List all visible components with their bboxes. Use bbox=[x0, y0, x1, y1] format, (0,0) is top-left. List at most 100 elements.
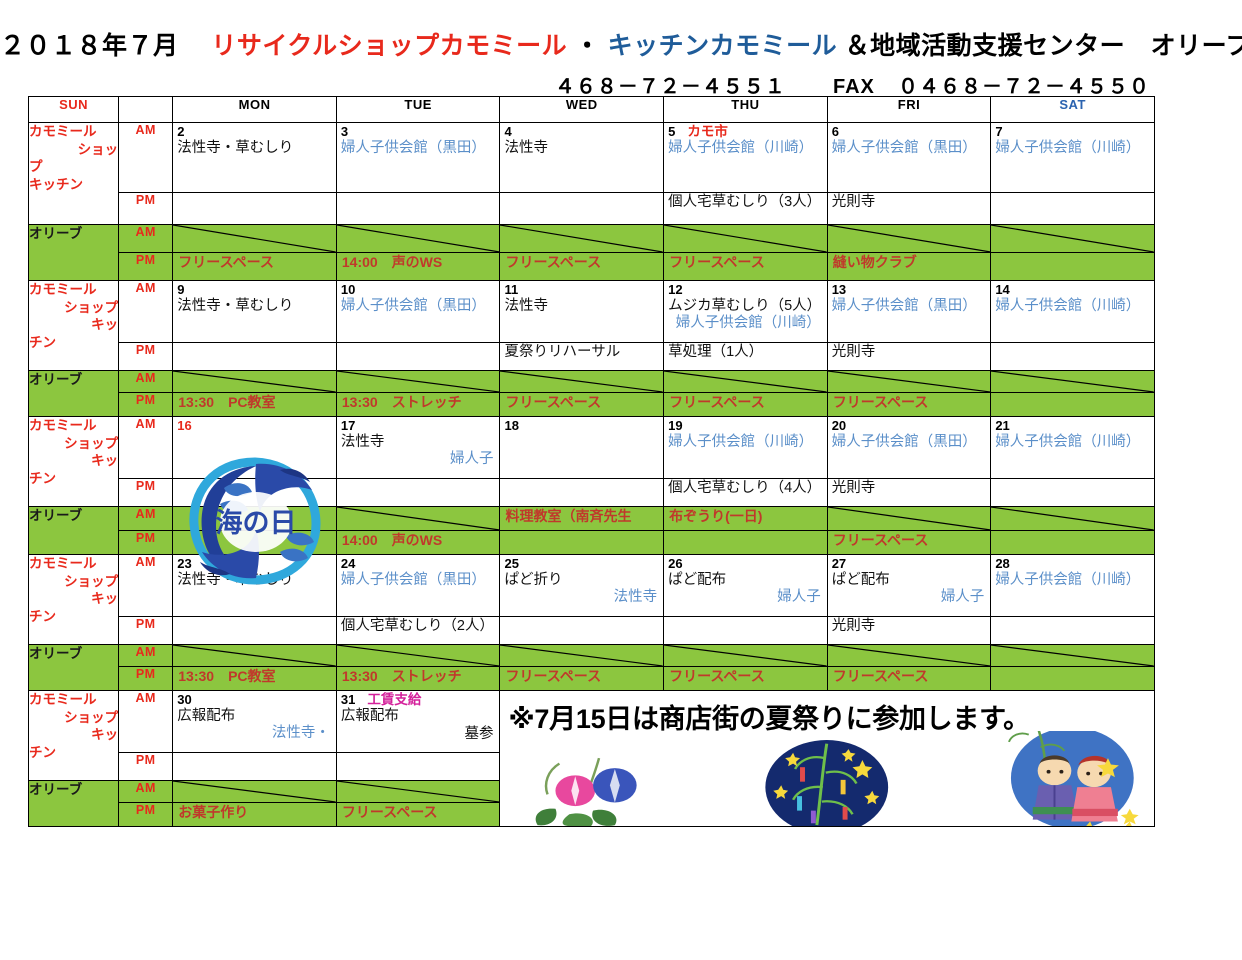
day-number-value: 18 bbox=[504, 418, 519, 433]
event-am-line: 法性寺・ bbox=[271, 725, 330, 742]
day-cell-pm: 光則寺 bbox=[826, 478, 992, 507]
day-cell: 2 法性寺・草むしり bbox=[172, 122, 337, 193]
day-cell: 14 婦人子供会館（川崎） bbox=[990, 280, 1155, 343]
olive-event: フリースペース bbox=[501, 668, 663, 685]
fax-number: ０４６８－７２－４５５０ bbox=[898, 76, 1150, 98]
olive-am-cell bbox=[990, 224, 1155, 253]
day-number: 17 bbox=[337, 418, 499, 434]
morning-glory-icon bbox=[536, 757, 638, 826]
olive-pm-cell: フリースペース bbox=[826, 666, 992, 691]
row-label-kamomille: カモミールショップキッチン bbox=[27, 280, 120, 371]
event-am-line: 広報配布 bbox=[340, 708, 399, 725]
olive-pm-cell: 13:30 ストレッチ bbox=[335, 666, 501, 691]
festival-artwork bbox=[501, 717, 1154, 826]
row-label-line: ショッ bbox=[77, 141, 119, 157]
event-am-line: 婦人子供会館（川崎） bbox=[995, 297, 1141, 314]
olive-event-label: フリースペース bbox=[669, 394, 765, 410]
row-marker-olive-am: AM bbox=[118, 780, 174, 803]
event-pm-line: 夏祭りリハーサル bbox=[504, 344, 621, 360]
yukata-children-icon bbox=[1008, 717, 1140, 826]
olive-event-label: フリースペース bbox=[669, 668, 765, 684]
olive-pm-cell: 14:00 声のWS bbox=[335, 530, 501, 555]
day-number: 19 bbox=[665, 418, 827, 434]
row-label-line: ショップ bbox=[64, 435, 119, 451]
col-header-sun: SUN bbox=[27, 96, 120, 123]
row-label-olive: オリーブ bbox=[27, 780, 120, 827]
diagonal-slash bbox=[337, 507, 500, 530]
day-number: 24 bbox=[337, 556, 499, 572]
row-label-line: キッ bbox=[91, 591, 119, 607]
day-cell: 28 婦人子供会館（川崎） bbox=[990, 554, 1155, 617]
event-pm-line: 草処理（1人） bbox=[668, 344, 764, 360]
olive-am-cell bbox=[335, 780, 501, 803]
fax-label: FAX bbox=[832, 76, 875, 98]
olive-event: お菓子作り bbox=[174, 804, 336, 821]
week-olive-am-row: オリーブ AM bbox=[27, 644, 1155, 691]
row-label-olive: オリーブ bbox=[27, 370, 120, 417]
day-cell-pm bbox=[172, 478, 337, 507]
event-pm-line: 個人宅草むしり（2人） bbox=[340, 618, 494, 634]
event-am-line: ぱど配布 bbox=[668, 571, 727, 588]
title-org-kitchen: キッチンカモミール bbox=[607, 32, 838, 60]
day-number-value: 17 bbox=[340, 418, 356, 433]
olive-pm-cell: フリースペース bbox=[826, 392, 992, 417]
title-separator: ・ bbox=[574, 32, 601, 60]
row-label-kamomille: カモミールショップキッチン bbox=[27, 122, 120, 225]
row-marker-olive-pm: PM bbox=[118, 666, 174, 691]
week-olive-pm-row: PM フリースペース 14:00 声のWS フリースペース フリースペース 縫い物クラブ bbox=[29, 252, 1155, 281]
olive-pm-cell: フリースペース bbox=[663, 392, 828, 417]
week-am-row: カモミール ショップ キッ チン AM 16 17 法性寺 婦人子 18 19 婦人子供会館（川崎） 2… bbox=[27, 416, 1155, 507]
olive-am-cell bbox=[335, 370, 501, 393]
olive-event-label: フリースペース bbox=[669, 254, 765, 270]
day-cell: 4 法性寺 bbox=[499, 122, 665, 193]
row-label-line: チン bbox=[29, 608, 56, 624]
day-number: 16 bbox=[174, 418, 336, 434]
diagonal-slash bbox=[173, 781, 336, 802]
row-label-olive: オリーブ bbox=[27, 506, 120, 555]
event-am-line: 法性寺・草むしり bbox=[177, 571, 294, 588]
day-number-value: 9 bbox=[177, 282, 185, 297]
day-cell: 30 広報配布 法性寺・ bbox=[172, 690, 337, 753]
row-label-line: カモミール bbox=[29, 418, 97, 433]
event-am-line: 婦人子供会館（川崎） bbox=[668, 433, 814, 450]
day-number: 30 bbox=[174, 692, 336, 708]
day-cell-pm bbox=[990, 616, 1155, 645]
week-olive-pm-row: PM お菓子作り フリースペース bbox=[29, 802, 1155, 827]
day-cell-pm bbox=[499, 478, 665, 507]
day-tag: カモ市 bbox=[687, 124, 728, 139]
olive-pm-cell bbox=[172, 530, 337, 555]
day-number-value: 31 bbox=[340, 692, 356, 707]
olive-pm-cell: フリースペース bbox=[172, 252, 337, 281]
week-olive-pm-row: PM 13:30 PC教室 13:30 ストレッチ フリースペース フリースペース フリースペ… bbox=[29, 666, 1155, 691]
day-cell: 3 婦人子供会館（黒田） bbox=[335, 122, 501, 193]
row-label-line: カモミール bbox=[29, 556, 97, 571]
day-number: 21 bbox=[992, 418, 1154, 434]
day-cell: 9 法性寺・草むしり bbox=[172, 280, 337, 343]
event-am-line: 婦人子供会館（黒田） bbox=[340, 139, 486, 156]
event-am-line: ぱど折り bbox=[504, 571, 563, 588]
row-label-line: キッ bbox=[91, 317, 119, 333]
olive-event-label: PC教室 bbox=[228, 668, 276, 684]
event-am-line: 法性寺 bbox=[340, 433, 385, 450]
festival-note-cell: ※7月15日は商店街の夏祭りに参加します。 bbox=[499, 690, 1155, 827]
event-am-line: 法性寺 bbox=[504, 297, 548, 314]
event-am-line: 墓参 bbox=[464, 725, 494, 742]
row-label-line: チン bbox=[29, 470, 56, 486]
day-number-value: 13 bbox=[831, 282, 847, 297]
day-cell-pm: 草処理（1人） bbox=[663, 342, 828, 371]
olive-pm-cell bbox=[990, 252, 1155, 281]
day-number: 27 bbox=[828, 556, 990, 572]
day-cell: 23 法性寺・草むしり bbox=[172, 554, 337, 617]
event-pm-line: 光則寺 bbox=[831, 344, 876, 360]
contact-line: ４６８－７２－４５５１ FAX ０４６８－７２－４５５０ bbox=[0, 70, 1150, 99]
olive-event-label: フリースペース bbox=[505, 668, 602, 684]
olive-event: 14:00 声のWS bbox=[337, 532, 499, 549]
event-am-line: 婦人子 bbox=[449, 451, 494, 468]
day-number-value: 7 bbox=[995, 124, 1003, 139]
olive-event-label: フリースペース bbox=[341, 804, 438, 820]
olive-event-label: フリースペース bbox=[505, 254, 602, 270]
row-label-line: オリーブ bbox=[29, 782, 83, 797]
day-number: 31 工賃支給 bbox=[337, 692, 499, 709]
olive-am-cell bbox=[826, 506, 992, 531]
day-number-value: 10 bbox=[340, 282, 356, 297]
